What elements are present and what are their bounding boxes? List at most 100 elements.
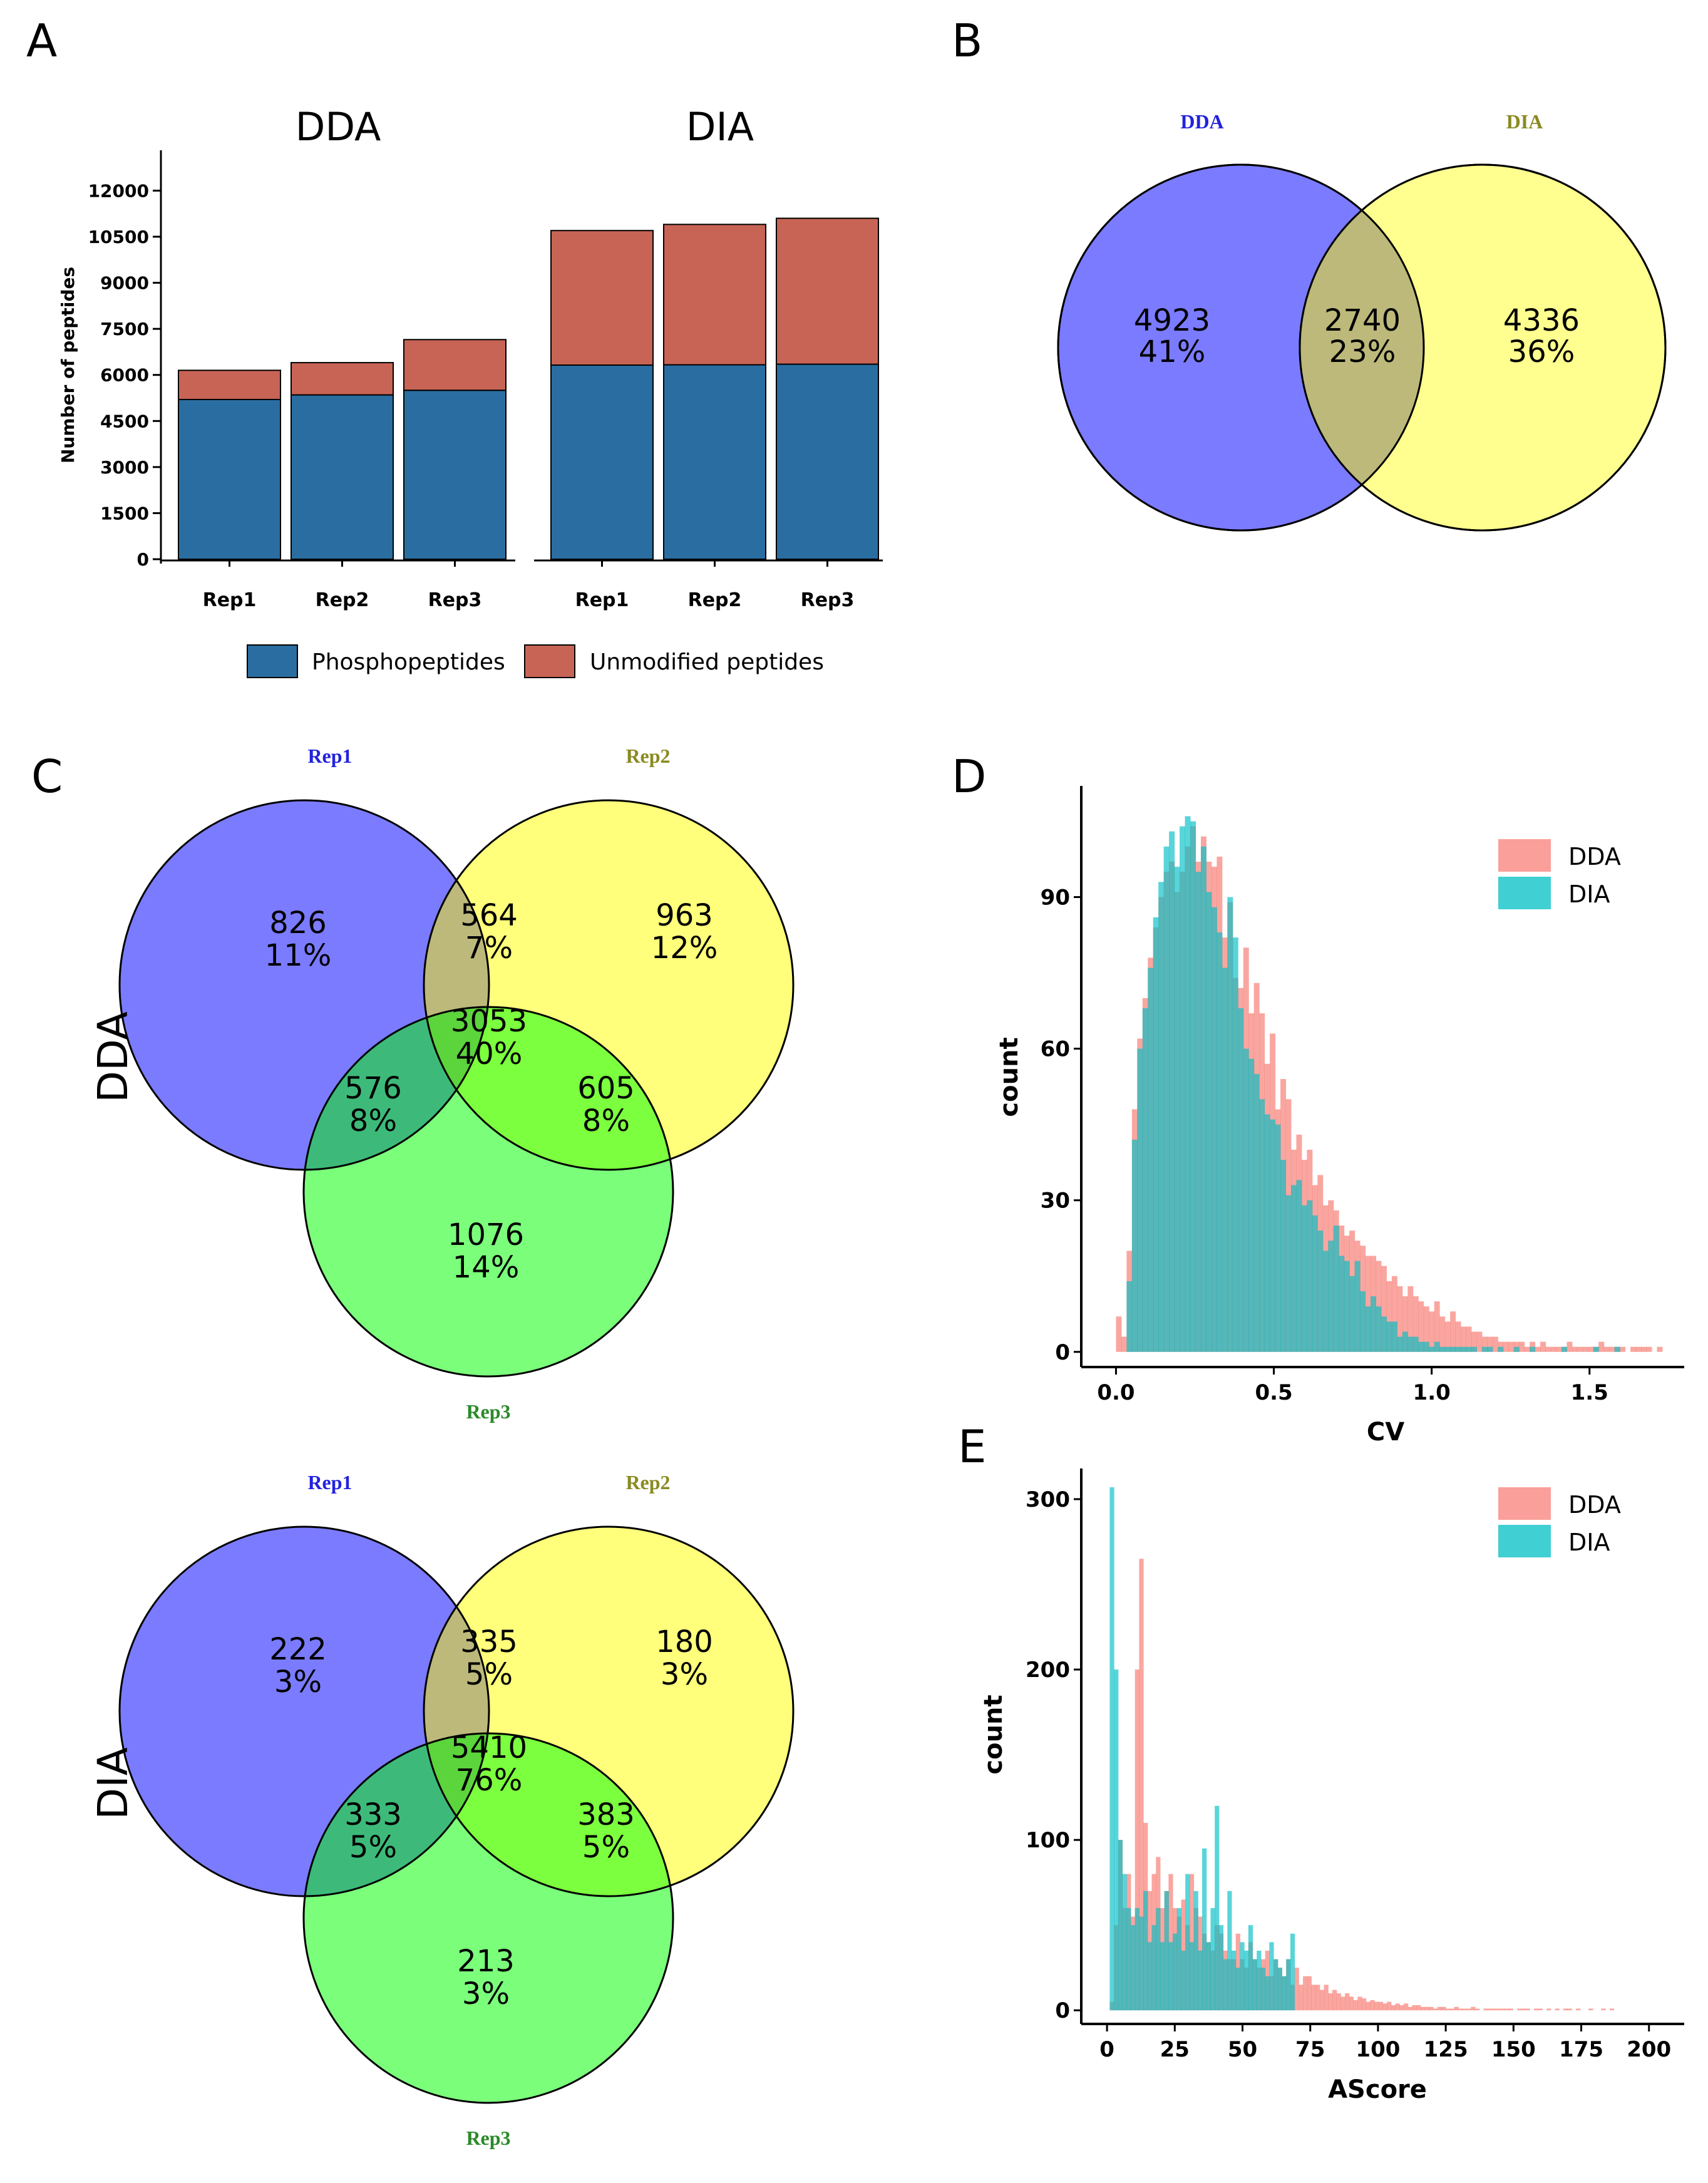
hist-bar-dda: [1641, 1346, 1647, 1352]
venn-count: 576: [344, 1071, 402, 1106]
hist-bar-dda: [1657, 1346, 1663, 1352]
hist-bar-dda: [1481, 1336, 1488, 1352]
hist-bar-dda: [1500, 2008, 1505, 2011]
facet-dia: Rep1 Rep2 Rep3: [534, 217, 883, 611]
hist-bar-dia: [1168, 1942, 1173, 2011]
venn-outline-2: [423, 1525, 795, 1897]
hist-bar-dia: [1423, 1341, 1429, 1352]
legend-label-dda: DDA: [1568, 843, 1621, 870]
hist-bar-dia: [1466, 1346, 1472, 1352]
bar-unmodified: [776, 217, 879, 365]
venn-region-rep1-rep3: [304, 1007, 489, 1170]
hist-bar-dda: [1601, 2008, 1606, 2011]
hist-bar-dia: [1593, 1346, 1599, 1352]
hist-bar-dia: [1189, 1942, 1195, 2011]
legend: DDA DIA: [1498, 1487, 1621, 1557]
hist-bar-dia: [1223, 1959, 1228, 2011]
hist-bar-dda: [1545, 1346, 1551, 1352]
hist-bar-dda: [1381, 1266, 1387, 1352]
hist-bar-dia: [1614, 1346, 1620, 1352]
y-tick-label: 90: [1041, 885, 1070, 911]
bar-unmodified: [403, 339, 507, 391]
hist-bar-dia: [1134, 1907, 1140, 2011]
hist-bar-dia: [1418, 1341, 1424, 1352]
hist-bar-dda: [1434, 1301, 1440, 1352]
legend-label-phosphopeptides: Phosphopeptides: [312, 649, 505, 675]
venn-count: 180: [656, 1624, 713, 1659]
venn-title: DIA: [89, 1747, 137, 1819]
hist-bar-dia: [1139, 1916, 1144, 2011]
hist-bar-dia: [1235, 1968, 1240, 2011]
hist-bar-dda: [1588, 2008, 1593, 2011]
x-tick-label: 75: [1295, 2037, 1325, 2062]
hist-bar-dda: [1366, 2001, 1371, 2011]
x-axis-label: AScore: [1328, 2075, 1427, 2104]
hist-bar-dia: [1286, 1959, 1291, 2011]
hist-bar-dda: [1407, 1286, 1414, 1352]
hist-bar-dda: [1444, 1321, 1451, 1352]
venn-count: 333: [344, 1797, 402, 1832]
hist-bar-dia: [1444, 1346, 1451, 1352]
hist-bar-dda: [1519, 1341, 1525, 1352]
y-axis-label: count: [995, 1037, 1024, 1117]
hist-bar-dda: [1475, 2008, 1480, 2011]
hist-bar-dda: [1386, 1281, 1392, 1352]
hist-bar-dia: [1248, 1058, 1255, 1352]
hist-bar-dda: [1555, 2008, 1560, 2011]
legend-swatch-dda: [1498, 839, 1551, 872]
hist-bar-dda: [1429, 2006, 1434, 2011]
panel-b-venn: DDA DIA 4923 41% 2740 23% 4336 36%: [1057, 110, 1667, 532]
bar-unmodified: [663, 224, 766, 366]
hist-bar-dda: [1139, 1559, 1144, 2011]
legend-label-unmodified: Unmodified peptides: [590, 649, 824, 675]
hist-bar-dia: [1160, 1942, 1165, 2011]
venn-b-outline-dda: [1057, 163, 1425, 532]
hist-bar-dia: [1126, 1907, 1131, 2011]
hist-bar-dda: [1620, 1346, 1626, 1352]
legend: DDA DIA: [1498, 839, 1621, 909]
hist-bar-dia: [1240, 1942, 1245, 2011]
venn-b-count-dda-only: 4923: [1134, 303, 1210, 338]
hist-bar-dda: [1418, 1301, 1424, 1352]
hist-bar-dda: [1429, 1311, 1435, 1352]
hist-bar-dia: [1412, 1336, 1419, 1352]
venn-pct: 14%: [453, 1250, 520, 1285]
venn-count: 222: [269, 1632, 327, 1667]
hist-bar-dda: [1307, 1976, 1312, 2011]
legend: Phosphopeptides Unmodified peptides: [247, 644, 824, 678]
hist-bar-dia: [1371, 1296, 1377, 1352]
y-tick-label: 60: [1041, 1037, 1070, 1062]
hist-bar-dia: [1439, 1346, 1446, 1352]
hist-bar-dda: [1439, 1316, 1446, 1352]
hist-bar-dda: [1437, 2006, 1442, 2011]
panel-letter-e: E: [958, 1420, 987, 1473]
venn-region-rep1-rep3: [304, 1733, 489, 1896]
venn-count: 963: [656, 898, 713, 933]
hist-bar-dia: [1307, 1200, 1313, 1352]
bar-phosphopeptides: [178, 398, 281, 560]
hist-bar-dda: [1491, 2008, 1497, 2011]
hist-bar-dda: [1567, 2008, 1572, 2011]
hist-bar-dda: [1449, 2008, 1455, 2011]
hist-bar-dda: [1311, 1984, 1316, 2011]
bar-phosphopeptides: [403, 390, 507, 560]
venn-set-label: Rep1: [307, 745, 352, 767]
hist-bar-dda: [1324, 1984, 1329, 2011]
y-tick-label: 1500: [100, 503, 149, 524]
hist-bar-dia: [1317, 1231, 1324, 1352]
venn-count: 383: [577, 1797, 635, 1832]
hist-bar-dia: [1471, 1346, 1477, 1352]
y-tick-label: 9000: [100, 273, 149, 294]
hist-bar-dda: [1525, 2008, 1530, 2011]
bar-phosphopeptides: [550, 364, 654, 560]
hist-bar-dda: [1382, 2003, 1387, 2011]
x-tick-label: 0.0: [1097, 1380, 1134, 1405]
y-axis-label: count: [979, 1695, 1008, 1774]
venn-count: 564: [460, 898, 518, 933]
venn-b-overlap: [1057, 163, 1667, 532]
hist-bar-dda: [1299, 1984, 1304, 2011]
hist-bar-dia: [1180, 826, 1186, 1352]
venn-set-label: Rep3: [466, 2127, 510, 2149]
hist-bar-dia: [1259, 1099, 1265, 1352]
x-tick-label: 50: [1228, 2037, 1257, 2062]
